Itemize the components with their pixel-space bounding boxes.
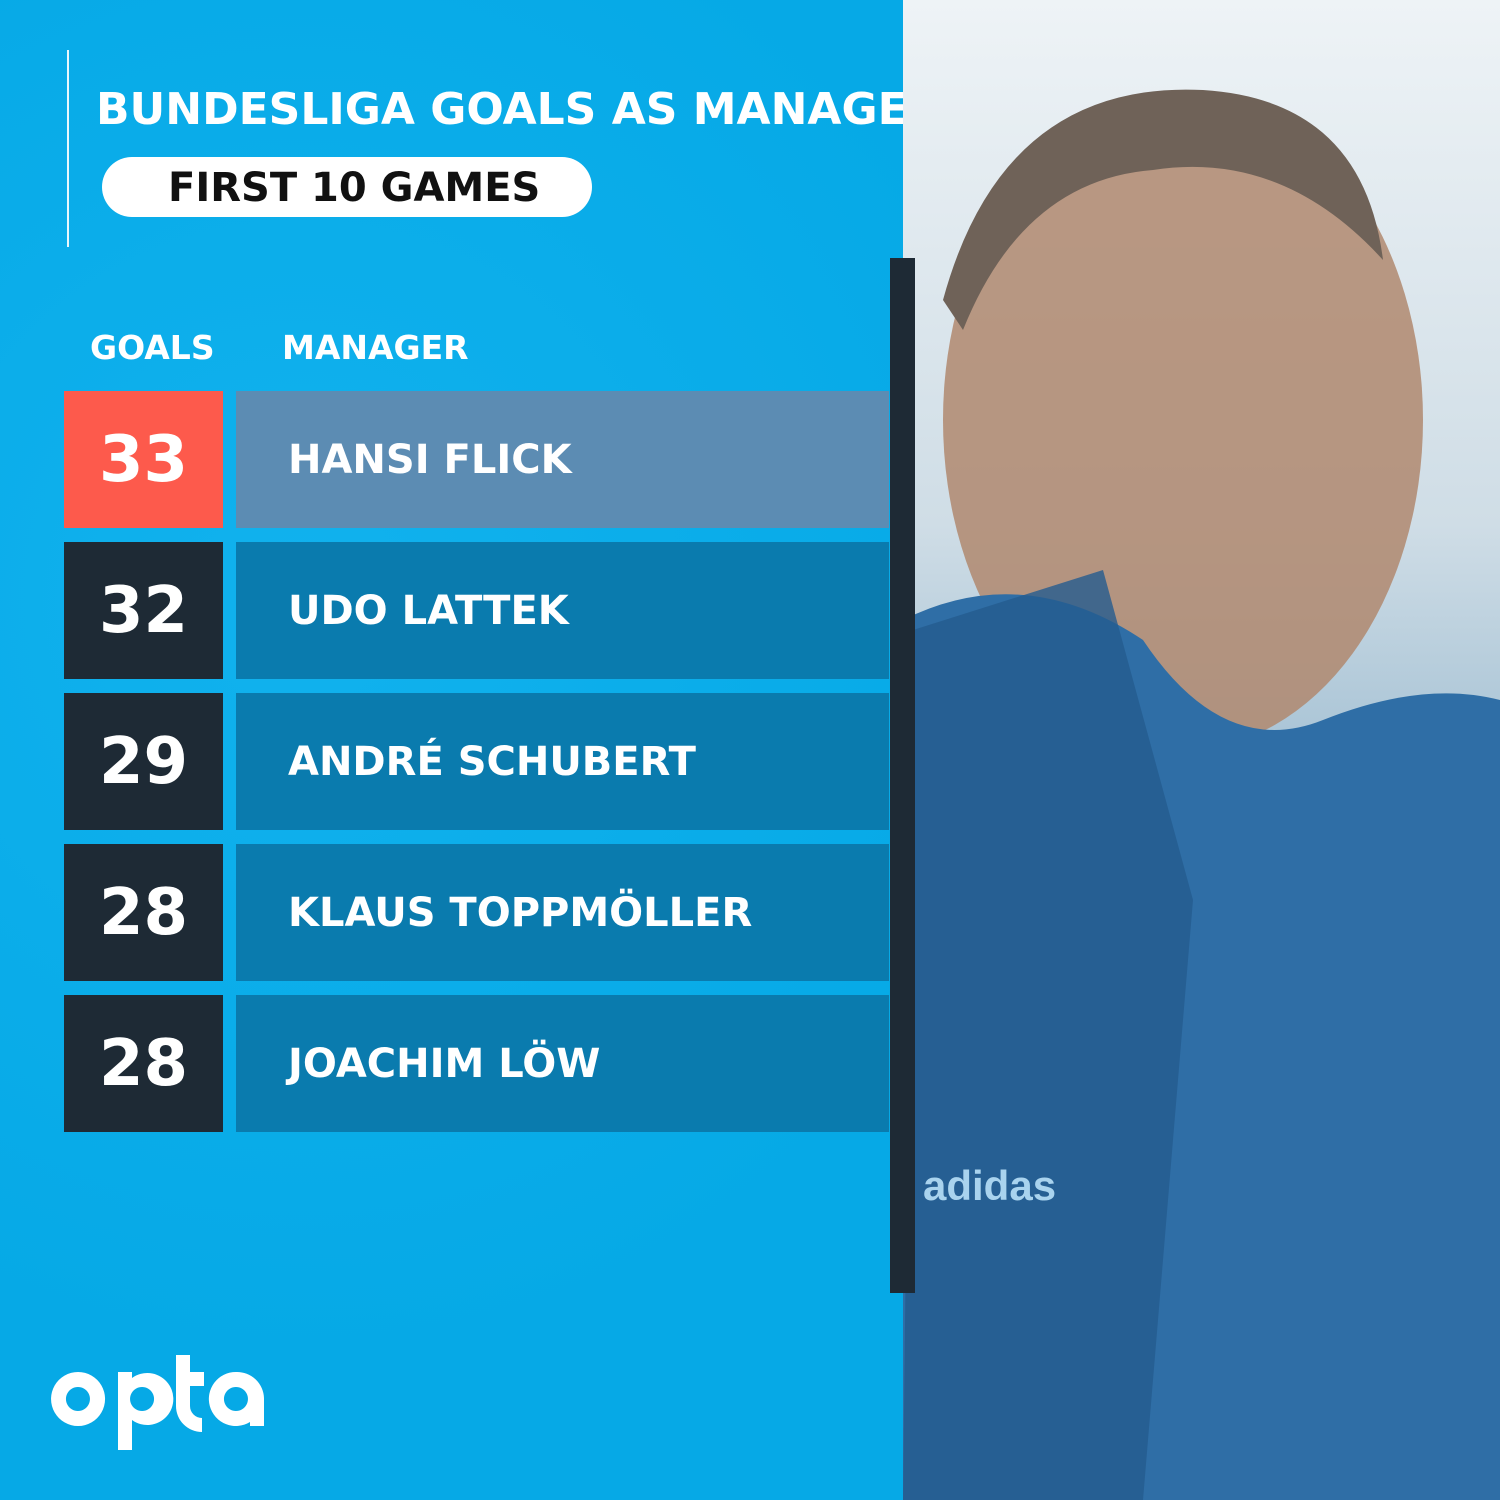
manager-name: JOACHIM LÖW [236,995,889,1132]
manager-name: HANSI FLICK [236,391,889,528]
title-divider [67,50,69,247]
manager-name: ANDRÉ SCHUBERT [236,693,889,830]
column-header-manager: MANAGER [282,328,469,367]
chart-title: BUNDESLIGA GOALS AS MANAGER [96,84,942,135]
infographic-panel: BUNDESLIGA GOALS AS MANAGER FIRST 10 GAM… [0,0,942,1500]
chart-subtitle: FIRST 10 GAMES [168,165,541,211]
manager-portrait-illustration: adidas [903,89,1500,1500]
manager-name: KLAUS TOPPMÖLLER [236,844,889,981]
opta-logo [51,1355,264,1450]
goals-value: 28 [64,844,223,981]
subtitle-pill: FIRST 10 GAMES [102,157,592,217]
column-header-goals: GOALS [90,328,215,367]
divider-bar [890,258,915,1293]
goals-value: 32 [64,542,223,679]
manager-photo: adidas [903,0,1500,1500]
manager-name: UDO LATTEK [236,542,889,679]
goals-value: 29 [64,693,223,830]
goals-value: 33 [64,391,223,528]
jacket-text: adidas [923,1162,1056,1209]
goals-value: 28 [64,995,223,1132]
